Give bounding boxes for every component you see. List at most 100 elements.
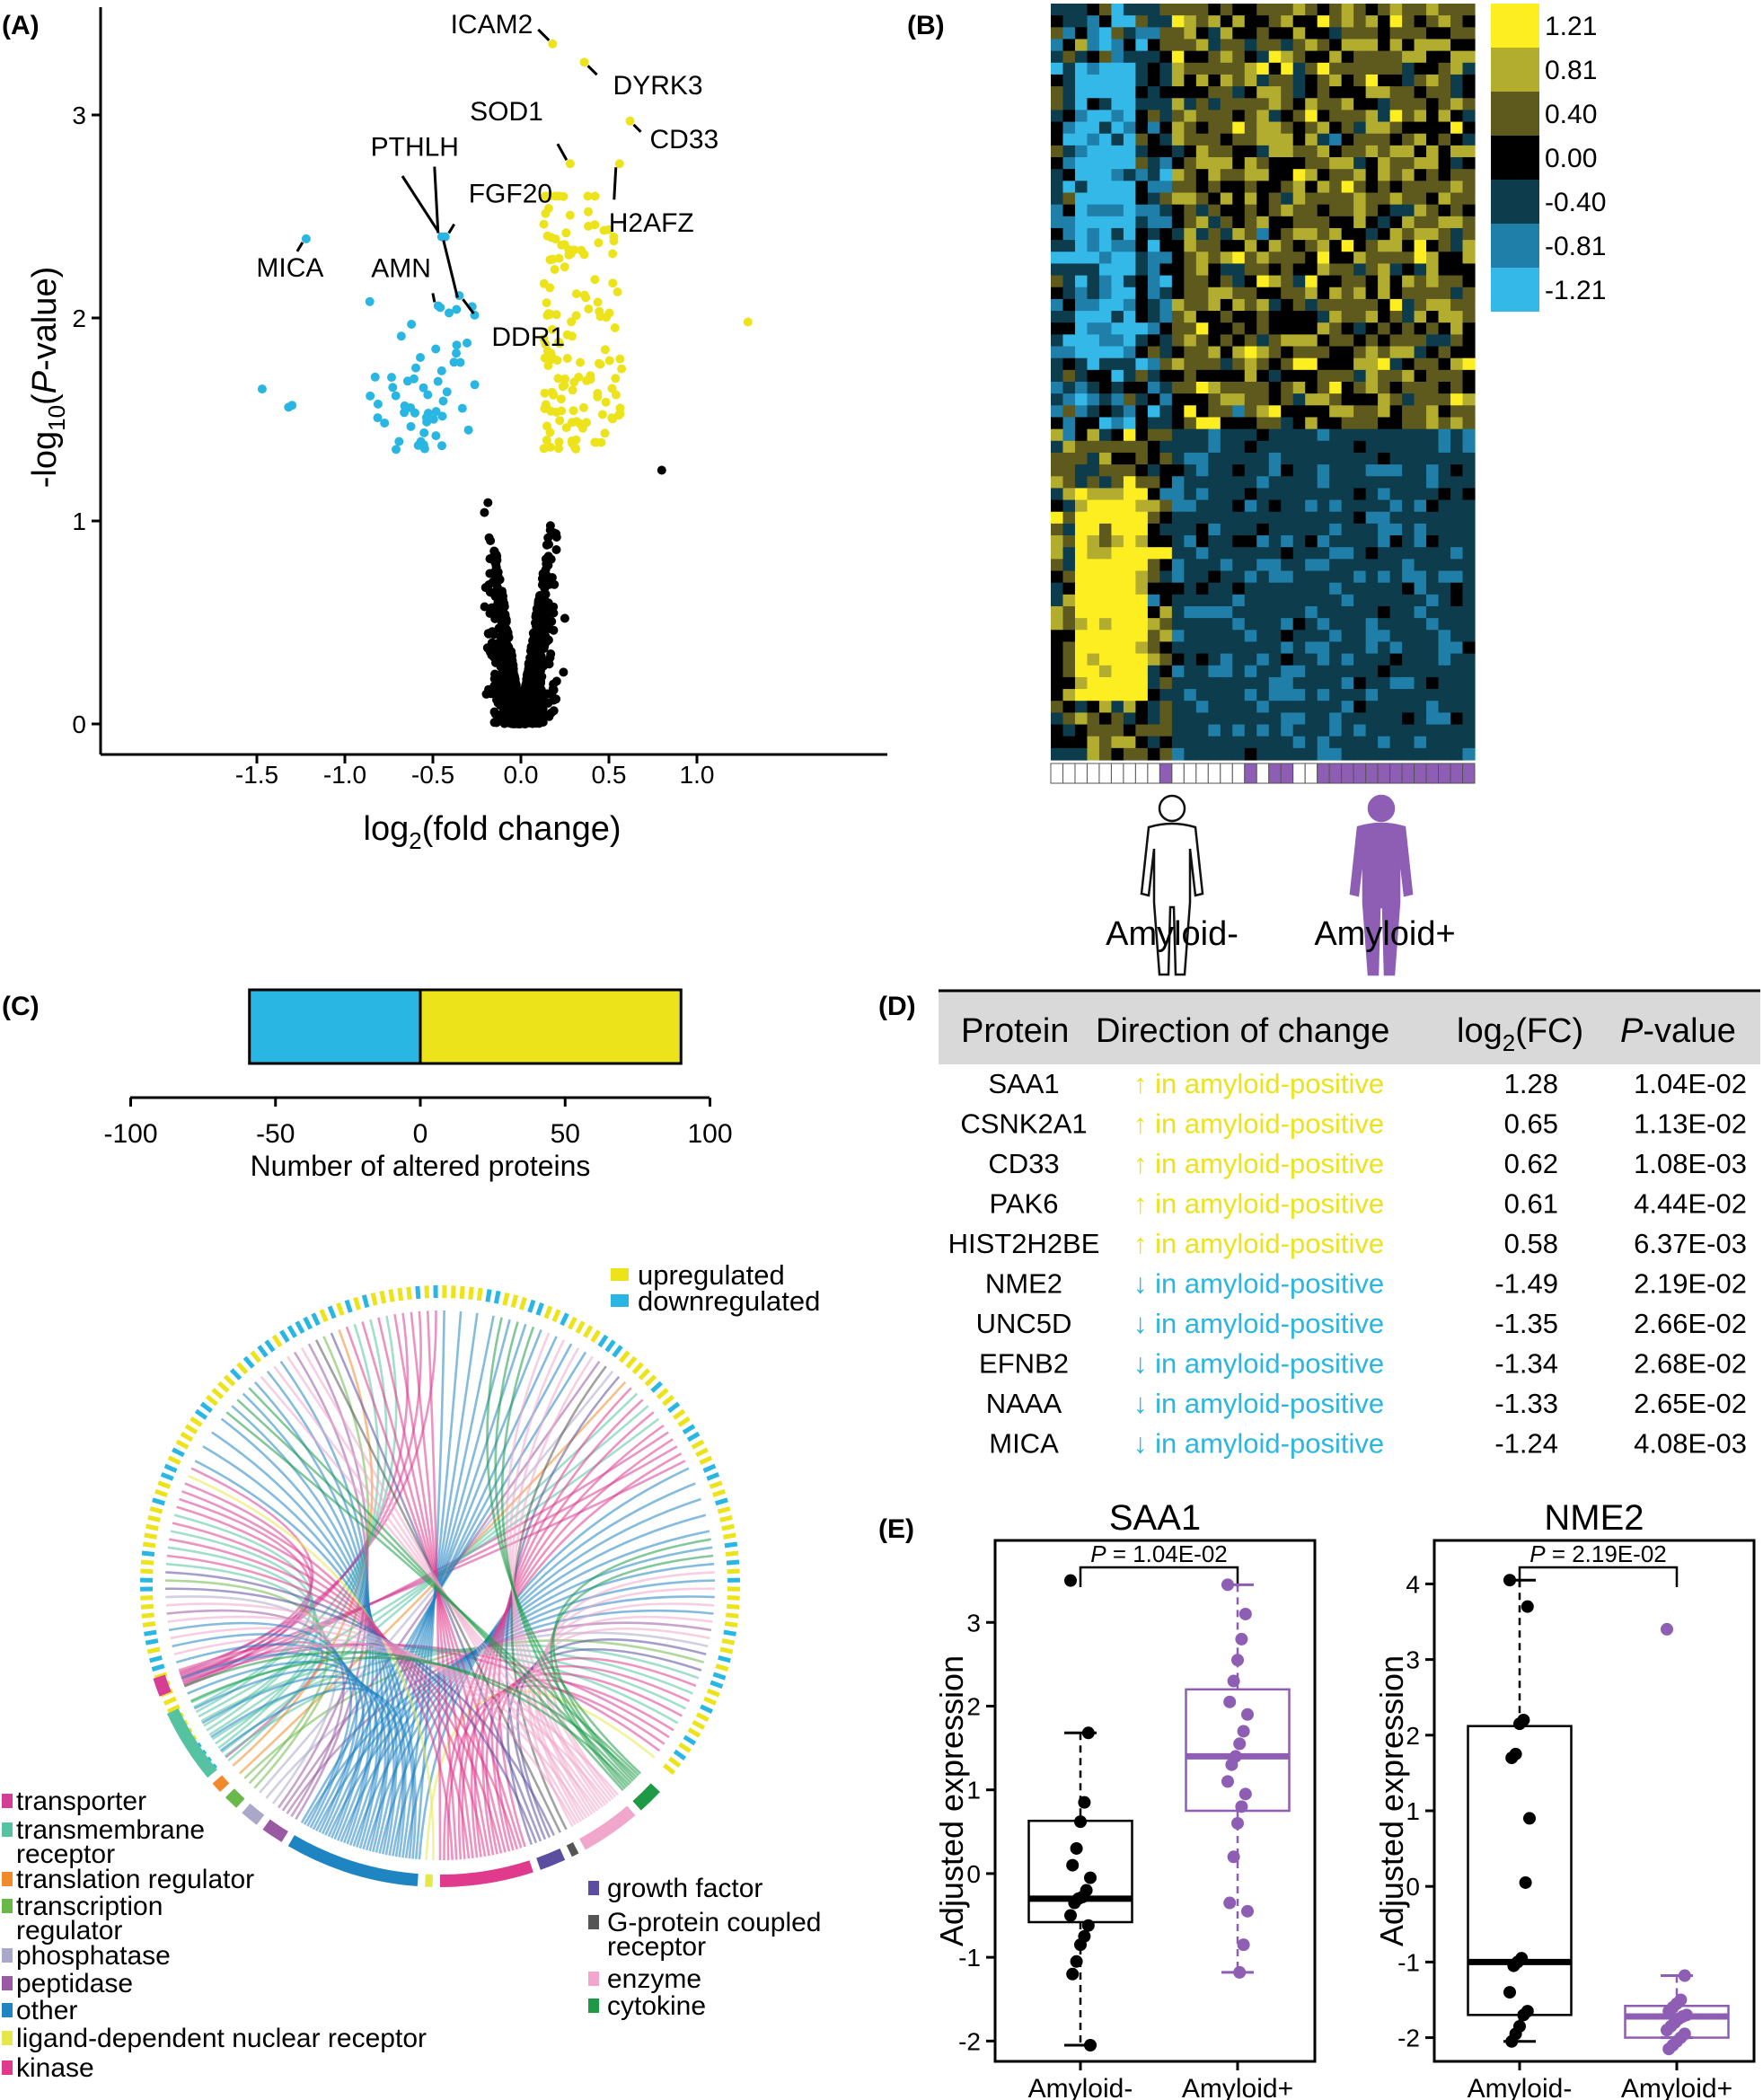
heatmap-cell — [1074, 712, 1089, 726]
heatmap-cell — [1292, 630, 1306, 643]
heatmap-cell — [1268, 216, 1282, 229]
heatmap-cell — [1329, 4, 1343, 16]
heatmap-cell — [1232, 240, 1246, 252]
heatmap-cell — [1317, 747, 1330, 761]
heatmap-cell — [1111, 15, 1124, 28]
heatmap-cell — [1074, 27, 1089, 40]
heatmap-cell — [1438, 618, 1451, 631]
legend-value-label: 1.21 — [1545, 12, 1597, 41]
heatmap-cell — [1074, 605, 1089, 619]
heatmap-cell — [1450, 27, 1464, 40]
heatmap-cell — [1305, 464, 1318, 477]
chord-protein-tick — [140, 1595, 154, 1601]
chord-protein-tick — [625, 1355, 638, 1369]
heatmap-cell — [1353, 169, 1367, 181]
heatmap-cell — [1244, 559, 1257, 572]
legend-color-swatch — [1491, 48, 1539, 92]
heatmap-cell — [1317, 145, 1330, 158]
heatmap-cell — [1159, 511, 1173, 525]
boxplot-y-tick-label: 0 — [966, 1860, 981, 1888]
heatmap-cell — [1208, 181, 1221, 194]
heatmap-cell — [1365, 74, 1379, 87]
heatmap-cell — [1414, 440, 1427, 454]
volcano-y-tick-label: 2 — [72, 304, 86, 332]
volcano-point — [535, 675, 545, 684]
boxplot-point — [1233, 1737, 1247, 1751]
heatmap-cell — [1087, 570, 1100, 584]
heatmap-cell — [1171, 192, 1185, 206]
heatmap-cell — [1378, 464, 1391, 477]
heatmap-cell — [1062, 605, 1076, 619]
heatmap-cell — [1184, 382, 1197, 394]
heatmap-cell — [1305, 263, 1318, 277]
annotation-cell — [1147, 763, 1160, 784]
heatmap-cell — [1378, 62, 1391, 75]
heatmap-cell — [1281, 157, 1294, 170]
heatmap-cell — [1450, 440, 1464, 454]
heatmap-cell — [1450, 547, 1464, 560]
heatmap-cell — [1135, 240, 1149, 252]
heatmap-cell — [1389, 204, 1403, 217]
boxplot-point — [1678, 1969, 1691, 1982]
heatmap-cell — [1159, 334, 1173, 348]
heatmap-cell — [1244, 618, 1257, 631]
heatmap-cell — [1268, 157, 1282, 170]
heatmap-cell — [1171, 181, 1185, 194]
volcano-point-up — [600, 428, 610, 438]
heatmap-cell — [1317, 724, 1330, 737]
heatmap-cell — [1195, 98, 1209, 111]
heatmap-cell — [1378, 535, 1391, 548]
heatmap-cell — [1062, 417, 1076, 430]
heatmap-cell — [1159, 382, 1173, 394]
heatmap-cell — [1098, 204, 1113, 217]
heatmap-cell — [1184, 157, 1197, 170]
heatmap-cell — [1244, 121, 1257, 135]
volcano-point-down — [438, 396, 448, 406]
volcano-point-up — [584, 207, 593, 216]
heatmap-cell — [1402, 724, 1415, 737]
heatmap-cell — [1098, 452, 1113, 465]
heatmap-cell — [1111, 428, 1124, 442]
heatmap-cell — [1051, 275, 1064, 288]
volcano-point-up — [566, 249, 576, 259]
heatmap-cell — [1232, 133, 1246, 146]
heatmap-cell — [1208, 287, 1221, 300]
heatmap-cell — [1450, 417, 1464, 430]
boxplot-point — [1078, 1796, 1091, 1809]
heatmap-cell — [1062, 133, 1076, 146]
heatmap-cell — [1426, 665, 1440, 678]
heatmap-cell — [1268, 382, 1282, 394]
heatmap-cell — [1135, 227, 1149, 241]
heatmap-cell — [1438, 440, 1451, 454]
boxplot-x-tick-label: Amyloid- — [1028, 2074, 1133, 2100]
heatmap-cell — [1123, 74, 1136, 87]
volcano-point-up — [613, 287, 622, 296]
bar-x-tick-label: 50 — [551, 1119, 580, 1149]
heatmap-cell — [1232, 50, 1246, 64]
heatmap-cell — [1159, 535, 1173, 548]
volcano-gene-label: H2AFZ — [609, 208, 694, 238]
volcano-point — [547, 616, 557, 626]
heatmap-cell — [1268, 27, 1282, 40]
volcano-point — [743, 317, 753, 327]
heatmap-cell — [1208, 511, 1221, 525]
heatmap-cell — [1389, 263, 1403, 277]
legend-swatch-upregulated — [611, 1268, 629, 1281]
chord-protein-tick — [344, 1299, 353, 1313]
heatmap-cell — [1426, 50, 1440, 64]
heatmap-cell — [1378, 641, 1391, 655]
heatmap-cell — [1123, 665, 1136, 678]
table-cell-fc: 0.65 — [1504, 1108, 1558, 1140]
heatmap-cell — [1171, 747, 1185, 761]
heatmap-cell — [1292, 240, 1306, 252]
heatmap-cell — [1353, 689, 1367, 701]
heatmap-cell — [1232, 346, 1246, 359]
heatmap-cell — [1317, 535, 1330, 548]
heatmap-cell — [1147, 464, 1160, 477]
volcano-point-up — [542, 421, 551, 431]
heatmap-cell — [1438, 216, 1451, 229]
volcano-point-up — [561, 423, 571, 433]
heatmap-cell — [1184, 240, 1197, 252]
heatmap-cell — [1159, 74, 1173, 87]
